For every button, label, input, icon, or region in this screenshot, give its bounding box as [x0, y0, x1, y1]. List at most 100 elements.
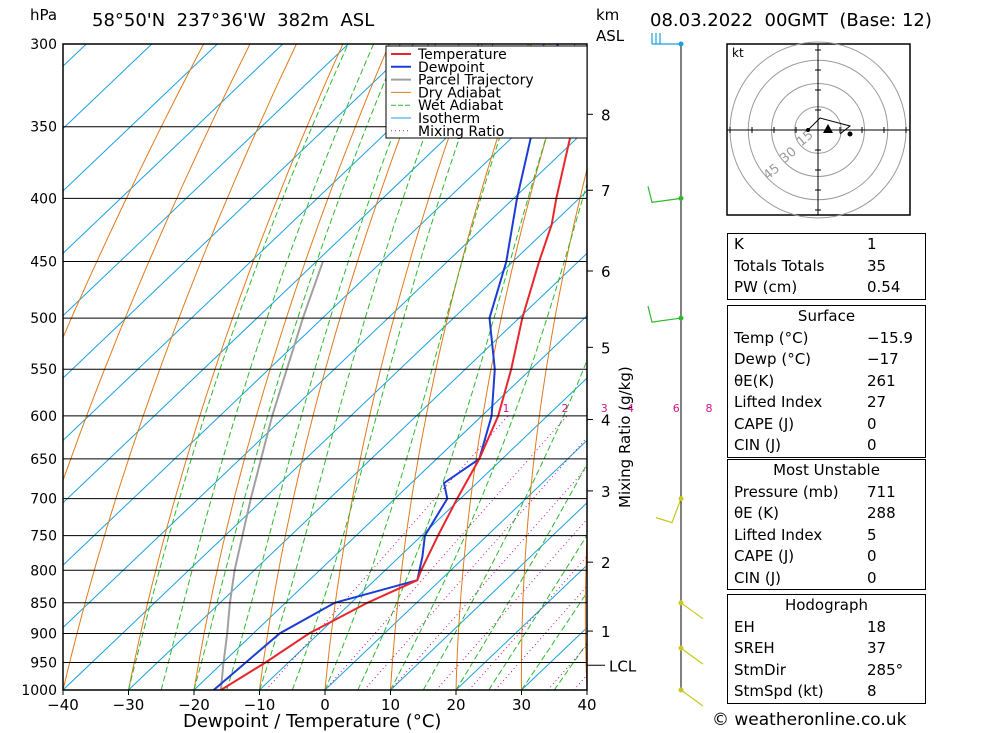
index-row: CIN (J) 0 [728, 435, 925, 457]
km-tick-label: 5 [601, 339, 611, 357]
wind-barb [680, 602, 704, 620]
isotherm-line [63, 44, 546, 504]
index-value: 27 [867, 393, 887, 411]
dry-adiabat-line [193, 44, 390, 690]
pressure-tick-label: 600 [30, 409, 57, 425]
hodograph-point [806, 128, 810, 132]
isotherm-line [63, 44, 480, 442]
index-label: CAPE (J) [734, 547, 795, 565]
legend-entry: Wet Adiabat [418, 98, 504, 114]
pressure-tick-label: 1000 [21, 683, 57, 699]
index-label: Pressure (mb) [734, 482, 839, 501]
pressure-tick-label: 350 [30, 120, 57, 136]
index-label: CIN (J) [734, 436, 782, 454]
index-value: 35 [867, 256, 887, 275]
pressure-tick-label: 450 [30, 255, 57, 271]
most-unstable-table: Most Unstable Pressure (mb) 711 θE (K) 288 L… [727, 459, 926, 590]
mixing-ratio-line [265, 415, 509, 690]
index-row: Temp (°C) −15.9 [728, 328, 925, 350]
index-row: CIN (J) 0 [728, 568, 925, 590]
x-axis-label: Dewpoint / Temperature (°C) [183, 711, 441, 732]
km-tick-label: 3 [601, 483, 611, 501]
index-value: 37 [867, 639, 887, 657]
mixing-ratio-label: 8 [706, 402, 713, 415]
isotherm-line [193, 315, 587, 690]
mixing-ratio-label: 6 [673, 402, 680, 415]
pressure-tick-label: 650 [30, 452, 57, 468]
dry-adiabat-line [324, 44, 483, 690]
wind-barb [647, 186, 682, 204]
location-title: 58°50'N 237°36'W 382m ASL [92, 10, 374, 31]
pressure-tick-label: 400 [30, 191, 57, 207]
index-label: PW (cm) [734, 278, 798, 296]
dry-adiabat-line [390, 44, 529, 690]
pressure-tick-label: 300 [30, 37, 57, 53]
index-label: Totals Totals [734, 256, 825, 275]
index-label: Lifted Index [734, 525, 823, 544]
isotherm-line [63, 190, 587, 690]
index-label: StmSpd (kt) [734, 682, 824, 700]
wet-adiabat-line [291, 44, 494, 690]
credit-link[interactable]: © weatheronline.co.uk [712, 710, 907, 730]
isotherm-line [128, 252, 587, 690]
isotherm-line [63, 127, 587, 629]
wet-adiabat-line [259, 44, 460, 690]
index-value: 711 [867, 482, 896, 501]
mixing-ratio-line [494, 585, 587, 690]
isotherm-line [63, 44, 218, 192]
mixing-ratio-line [468, 555, 587, 690]
index-row: StmSpd (kt) 8 [728, 681, 925, 703]
x-tick-label: −40 [47, 696, 79, 714]
most-unstable-title: Most Unstable [773, 461, 880, 479]
index-label: CIN (J) [734, 568, 782, 587]
index-row: CAPE (J) 0 [728, 414, 925, 436]
index-value: 0 [867, 547, 877, 565]
legend-entry: Isotherm [418, 111, 480, 127]
isotherm-line [390, 502, 587, 690]
hodograph-unit: kt [732, 46, 744, 60]
mixing-ratio-axis-label: Mixing Ratio (g/kg) [616, 366, 634, 508]
x-tick-label: 40 [577, 696, 596, 714]
x-tick-label: 30 [512, 696, 531, 714]
legend-box [385, 45, 588, 139]
pressure-tick-label: 800 [30, 563, 57, 579]
isotherm-line [324, 439, 587, 690]
index-value: 5 [867, 525, 877, 544]
pressure-tick-label: 550 [30, 362, 57, 378]
index-label: θE (K) [734, 504, 779, 522]
wet-adiabat-line [422, 359, 587, 690]
index-label: Lifted Index [734, 393, 823, 411]
x-tick-label: 0 [320, 696, 330, 714]
wind-barb [680, 689, 704, 707]
km-tick-label: 4 [601, 411, 611, 429]
x-tick-label: −20 [178, 696, 210, 714]
mixing-ratio-line [363, 436, 587, 690]
wet-adiabat-line [160, 44, 375, 690]
index-row: θE (K) 288 [728, 503, 925, 525]
dry-adiabat-line [520, 167, 587, 690]
surface-table: Surface Temp (°C) −15.9 Dewp (°C) −17 θE(K) 2… [727, 305, 926, 458]
isotherm-line [455, 564, 587, 690]
datetime-title: 08.03.2022 00GMT (Base: 12) [650, 10, 932, 31]
wind-barb [655, 498, 682, 524]
x-tick-label: −10 [244, 696, 276, 714]
legend-entry: Temperature [417, 47, 507, 63]
legend-entry: Mixing Ratio [418, 124, 504, 140]
index-value: 261 [867, 371, 896, 390]
isotherm-line [259, 377, 587, 690]
index-label: SREH [734, 639, 775, 657]
index-value: 285° [867, 660, 904, 679]
index-label: EH [734, 617, 755, 636]
index-value: −15.9 [867, 328, 913, 347]
isotherm-line [63, 44, 415, 379]
isotherm-line [63, 44, 153, 130]
legend-entry: Dewpoint [418, 60, 485, 76]
dry-adiabat-line [931, 44, 980, 690]
x-tick-label: 20 [446, 696, 465, 714]
index-row: PW (cm) 0.54 [728, 277, 925, 299]
dry-adiabat-line [983, 44, 1000, 690]
